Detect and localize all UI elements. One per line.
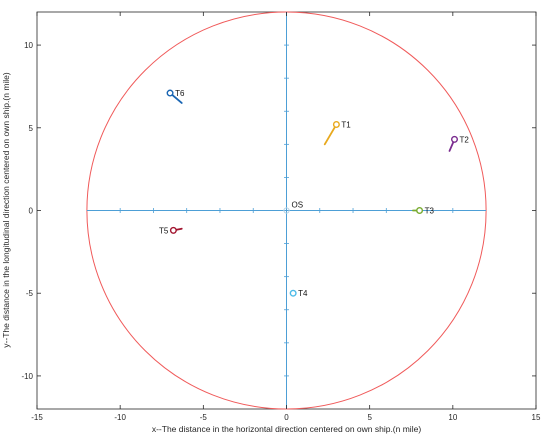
y-axis-label: y--The distance in the longitudinal dire… [1, 72, 11, 348]
y-tick-label: 0 [29, 207, 34, 216]
target-marker-t3 [416, 206, 424, 214]
x-axis-label: x--The distance in the horizontal direct… [152, 424, 421, 434]
y-tick-label: 5 [29, 124, 34, 133]
own-ship-label: OS [292, 201, 304, 210]
y-tick-label: -10 [21, 372, 33, 381]
x-tick-label: -15 [31, 413, 43, 422]
target-label-t5: T5 [159, 226, 169, 235]
y-tick-label: 10 [24, 41, 33, 50]
target-layer: OS T1 T2 T3 T4 T5 T6 [159, 89, 469, 298]
x-tick-label: 0 [284, 413, 289, 422]
target-label-t6: T6 [175, 89, 185, 98]
target-marker-t6 [166, 89, 174, 97]
x-tick-label: -5 [200, 413, 208, 422]
target-marker-t2 [450, 135, 458, 143]
target-marker-t1 [332, 120, 340, 128]
tick-layer: -15 -10 -5 0 5 10 15 -10 -5 0 5 10 [21, 12, 541, 422]
x-tick-label: 5 [367, 413, 372, 422]
target-label-t2: T2 [459, 135, 469, 144]
y-tick-label: -5 [26, 289, 34, 298]
target-marker-t4 [289, 289, 297, 297]
target-label-t3: T3 [425, 207, 435, 216]
target-label-t1: T1 [341, 120, 351, 129]
target-label-t4: T4 [298, 289, 308, 298]
x-tick-label: 15 [532, 413, 541, 422]
own-ship-marker [283, 207, 290, 214]
target-marker-t5 [169, 226, 177, 234]
x-tick-label: 10 [448, 413, 457, 422]
target-track-t1 [323, 123, 338, 146]
x-tick-label: -10 [114, 413, 126, 422]
